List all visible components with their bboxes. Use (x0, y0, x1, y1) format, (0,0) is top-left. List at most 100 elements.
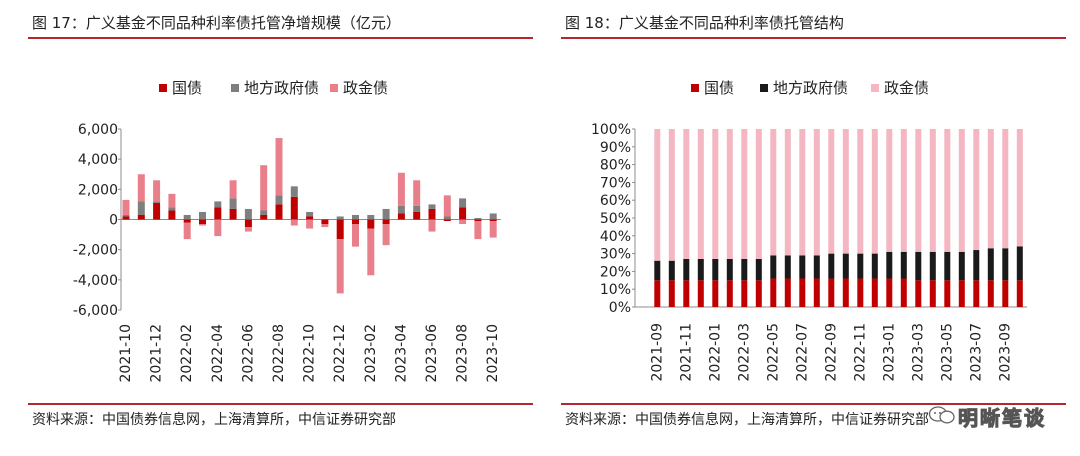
bar-segment (842, 278, 849, 307)
x-tick-label: 2023-07 (968, 323, 984, 382)
bar-segment (915, 251, 922, 281)
bar-segment (987, 248, 994, 281)
bar-segment (489, 221, 497, 238)
x-tick-label: 2021-12 (149, 324, 165, 383)
y-tick-label: 10% (600, 282, 631, 298)
y-tick-label: 6,000 (78, 122, 118, 138)
bar-segment (712, 258, 719, 281)
legend-label: 政金债 (884, 79, 929, 97)
x-tick-label: 2022-01 (707, 323, 723, 382)
bar-segment (857, 253, 864, 279)
title-rule (28, 37, 533, 39)
bar-segment (654, 260, 661, 281)
bar-segment (944, 280, 951, 307)
bar-segment (828, 278, 835, 307)
bar-segment (459, 219, 467, 225)
bar-segment (122, 216, 130, 220)
bar-segment (900, 278, 907, 307)
bar-segment (122, 199, 130, 215)
bar-segment (929, 280, 936, 307)
y-tick-label: 100% (591, 122, 631, 138)
bar-segment (842, 129, 849, 254)
bar-segment (1002, 129, 1009, 249)
bar-segment (367, 219, 375, 229)
x-tick-label: 2023-09 (997, 323, 1013, 382)
y-tick-label: -4,000 (73, 273, 118, 289)
bar-segment (321, 219, 329, 225)
bar-segment (336, 219, 344, 240)
watermark-text: 明晰笔谈 (958, 406, 1046, 431)
bar-segment (726, 258, 733, 281)
bar-segment (813, 255, 820, 279)
bar-segment (958, 129, 965, 252)
bar-segment (260, 210, 268, 215)
bar-segment (741, 129, 748, 259)
bar-segment (958, 251, 965, 281)
bar-segment (336, 216, 344, 220)
x-tick-label: 2023-02 (363, 324, 379, 383)
bar-segment (214, 207, 222, 220)
figure-18-title: 图 18：广义基金不同品种利率债托管结构 (565, 14, 844, 32)
legend-swatch (691, 84, 699, 92)
bar-segment (199, 219, 206, 225)
x-tick-label: 2022-05 (765, 323, 781, 382)
bar-segment (199, 211, 206, 220)
x-tick-label: 2023-04 (393, 324, 409, 383)
bar-segment (828, 129, 835, 254)
bar-segment (168, 207, 176, 211)
bar-segment (290, 196, 298, 220)
bar-segment (382, 208, 390, 220)
bar-segment (474, 221, 482, 240)
bar-segment (260, 214, 268, 220)
bar-segment (755, 129, 762, 259)
y-tick-label: 2,000 (78, 182, 118, 198)
bar-segment (306, 216, 314, 220)
bar-segment (668, 260, 675, 281)
bar-segment (382, 219, 390, 225)
bar-segment (137, 214, 145, 220)
bar-segment (726, 129, 733, 259)
legend-label: 地方政府债 (244, 79, 319, 97)
bar-segment (244, 208, 252, 220)
bar-segment (973, 129, 980, 251)
x-tick-label: 2022-02 (179, 324, 195, 383)
bar-segment (813, 129, 820, 256)
legend-label: 国债 (172, 79, 202, 97)
bar-segment (168, 193, 176, 208)
bar-segment (244, 219, 252, 228)
x-tick-label: 2022-11 (852, 323, 868, 382)
bar-segment (799, 255, 806, 279)
bar-segment (275, 195, 283, 205)
x-tick-label: 2023-01 (881, 323, 897, 382)
bar-segment (929, 129, 936, 252)
bar-segment (137, 201, 145, 215)
bar-segment (770, 129, 777, 256)
bar-segment (428, 208, 436, 220)
bar-segment (741, 258, 748, 281)
bar-segment (306, 211, 314, 217)
bar-segment (153, 201, 161, 203)
bar-segment (871, 129, 878, 254)
x-tick-label: 2022-03 (736, 323, 752, 382)
bar-segment (428, 219, 436, 232)
bar-segment (413, 180, 421, 206)
bar-segment (784, 278, 791, 307)
bar-segment (397, 205, 405, 214)
bar-segment (813, 278, 820, 307)
bar-segment (944, 129, 951, 252)
bar-segment (443, 195, 451, 217)
x-tick-label: 2022-12 (332, 324, 348, 383)
bar-segment (137, 174, 145, 202)
bar-segment (214, 201, 222, 208)
wechat-icon (928, 406, 955, 424)
bar-segment (352, 219, 359, 225)
y-tick-label: 4,000 (78, 152, 118, 168)
bar-segment (697, 129, 704, 259)
bar-segment (168, 210, 176, 220)
bar-segment (871, 278, 878, 307)
x-tick-label: 2022-07 (794, 323, 810, 382)
bar-segment (987, 129, 994, 249)
bar-segment (290, 219, 298, 226)
legend-label: 政金债 (343, 79, 388, 97)
x-tick-label: 2021-11 (678, 323, 694, 382)
